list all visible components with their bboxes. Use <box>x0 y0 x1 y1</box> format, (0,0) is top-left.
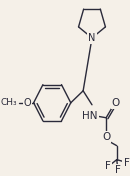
Text: CH₃: CH₃ <box>0 98 17 107</box>
Text: N: N <box>88 33 96 43</box>
Text: F: F <box>105 161 111 171</box>
Text: F: F <box>124 158 129 168</box>
Text: O: O <box>112 98 120 108</box>
Text: O: O <box>24 98 31 108</box>
Text: F: F <box>115 165 121 175</box>
Text: O: O <box>102 132 110 142</box>
Text: HN: HN <box>82 111 98 121</box>
